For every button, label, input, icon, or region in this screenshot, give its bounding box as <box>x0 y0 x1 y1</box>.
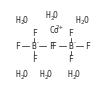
Text: O: O <box>83 16 88 25</box>
Text: 2+: 2+ <box>56 25 64 30</box>
Text: 2: 2 <box>20 20 24 25</box>
Text: H: H <box>45 12 50 21</box>
Text: -: - <box>37 40 39 45</box>
Text: 2: 2 <box>50 16 54 21</box>
Text: 2: 2 <box>81 20 84 25</box>
Text: H: H <box>15 16 20 25</box>
Text: F: F <box>68 55 73 64</box>
Text: H: H <box>67 70 72 79</box>
Text: O: O <box>23 70 28 79</box>
Text: -: - <box>74 40 76 45</box>
Text: 2: 2 <box>44 75 48 80</box>
Text: 2: 2 <box>72 75 76 80</box>
Text: H: H <box>76 16 81 25</box>
Text: F: F <box>32 55 37 64</box>
Text: F: F <box>15 42 20 51</box>
Text: Co: Co <box>50 26 60 35</box>
Text: B: B <box>32 42 37 51</box>
Text: H: H <box>15 70 20 79</box>
Text: O: O <box>47 70 52 79</box>
Text: O: O <box>23 16 28 25</box>
Text: H: H <box>39 70 44 79</box>
Text: 2: 2 <box>20 75 24 80</box>
Text: F: F <box>85 42 90 51</box>
Text: B: B <box>68 42 73 51</box>
Text: F: F <box>32 29 37 38</box>
Text: F: F <box>52 42 56 51</box>
Text: F: F <box>68 29 73 38</box>
Text: F: F <box>49 42 54 51</box>
Text: O: O <box>53 12 58 21</box>
Text: O: O <box>75 70 80 79</box>
